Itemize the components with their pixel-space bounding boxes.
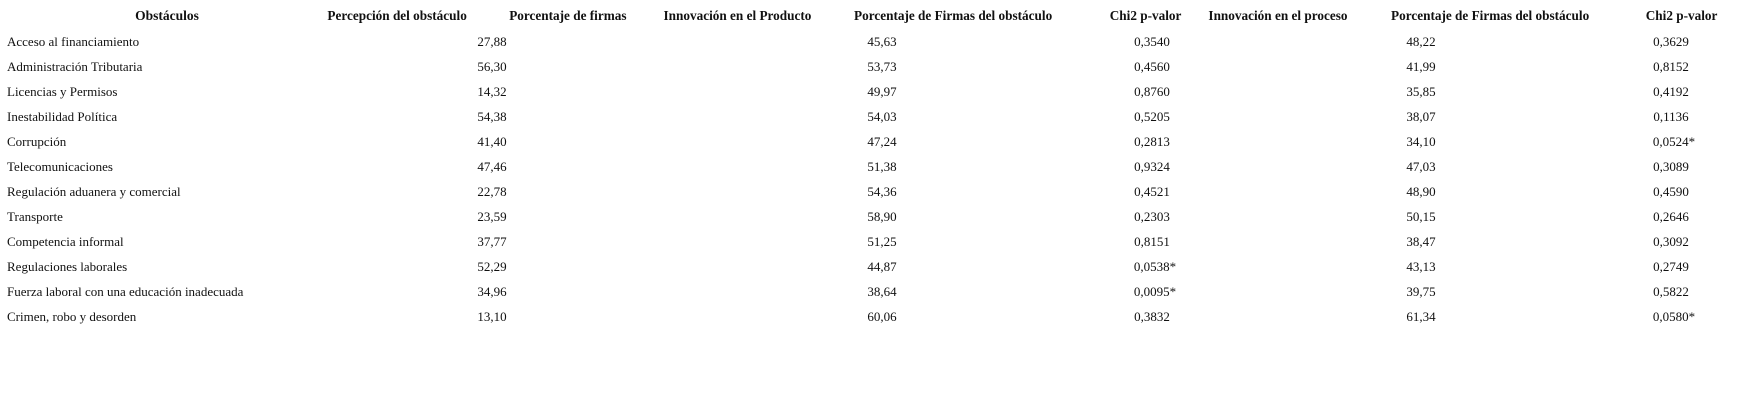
table-cell: 0,9324 (1134, 159, 1170, 174)
table-cell: 56,30 (477, 59, 507, 74)
table-cell: 54,03 (867, 109, 897, 124)
obstacle-name: Crimen, robo y desorden (7, 309, 137, 324)
table-cell: 53,73 (867, 59, 897, 74)
table-cell: 0,0524* (1652, 134, 1696, 149)
table-cell: 0,4590 (1653, 184, 1689, 199)
obstacle-name: Transporte (7, 209, 63, 224)
table-cell: 0,3540 (1134, 34, 1170, 49)
table-cell: 38,64 (867, 284, 897, 299)
column-header: Innovación en el Producto (663, 8, 812, 23)
table-cell: 45,63 (867, 34, 897, 49)
table-cell: 47,24 (867, 134, 897, 149)
table-cell: 0,0580* (1652, 309, 1696, 324)
table-cell: 0,5822 (1653, 284, 1689, 299)
obstacle-name: Competencia informal (7, 234, 124, 249)
table-cell: 23,59 (477, 209, 507, 224)
table-cell: 0,8151 (1134, 234, 1170, 249)
table-cell: 0,0538* (1133, 259, 1177, 274)
table-cell: 0,5205 (1134, 109, 1170, 124)
table-cell: 48,90 (1406, 184, 1436, 199)
table-cell: 35,85 (1406, 84, 1436, 99)
obstacle-name: Administración Tributaria (7, 59, 143, 74)
table-cell: 0,2303 (1134, 209, 1170, 224)
table-cell: 48,22 (1406, 34, 1436, 49)
table-cell: 0,1136 (1653, 109, 1689, 124)
table-cell: 0,2813 (1134, 134, 1170, 149)
table-cell: 41,99 (1406, 59, 1436, 74)
column-header: Obstáculos (135, 8, 199, 23)
table-cell: 50,15 (1406, 209, 1436, 224)
table-cell: 0,4192 (1653, 84, 1689, 99)
table-cell: 54,38 (477, 109, 507, 124)
table-cell: 51,25 (867, 234, 897, 249)
obstacle-name: Telecomunicaciones (7, 159, 113, 174)
table-cell: 34,96 (477, 284, 507, 299)
table-cell: 0,0095* (1133, 284, 1177, 299)
table-cell: 0,4521 (1134, 184, 1170, 199)
table-cell: 0,2646 (1653, 209, 1689, 224)
table-cell: 0,3092 (1653, 234, 1689, 249)
column-header: Chi2 p-valor (1109, 8, 1182, 23)
table-cell: 43,13 (1406, 259, 1436, 274)
obstacle-name: Acceso al financiamiento (7, 34, 140, 49)
table-cell: 22,78 (477, 184, 507, 199)
table-cell: 34,10 (1406, 134, 1436, 149)
table-cell: 54,36 (867, 184, 897, 199)
table-cell: 0,2749 (1653, 259, 1689, 274)
obstacle-name: Inestabilidad Política (7, 109, 118, 124)
obstacle-name: Licencias y Permisos (7, 84, 118, 99)
table-cell: 13,10 (477, 309, 507, 324)
table-cell: 49,97 (867, 84, 897, 99)
obstacle-name: Corrupción (7, 134, 67, 149)
table-cell: 38,07 (1406, 109, 1436, 124)
table-cell: 60,06 (867, 309, 897, 324)
table-cell: 14,32 (477, 84, 507, 99)
column-header: Porcentaje de Firmas del obstáculo (854, 8, 1053, 23)
column-header: Innovación en el proceso (1208, 8, 1348, 23)
table-cell: 0,3089 (1653, 159, 1689, 174)
table-cell: 0,4560 (1134, 59, 1170, 74)
column-header: Chi2 p-valor (1645, 8, 1718, 23)
table-cell: 47,46 (477, 159, 507, 174)
table-cell: 0,3629 (1653, 34, 1689, 49)
obstacle-name: Regulación aduanera y comercial (7, 184, 181, 199)
column-header: Porcentaje de Firmas del obstáculo (1391, 8, 1590, 23)
table-cell: 27,88 (477, 34, 507, 49)
table-cell: 58,90 (867, 209, 897, 224)
table-cell: 51,38 (867, 159, 897, 174)
table-cell: 41,40 (477, 134, 507, 149)
table-cell: 44,87 (867, 259, 897, 274)
table-cell: 0,8152 (1653, 59, 1689, 74)
table-cell: 0,3832 (1134, 309, 1170, 324)
column-header: Porcentaje de firmas (509, 8, 627, 23)
table-cell: 0,8760 (1134, 84, 1170, 99)
table-cell: 61,34 (1406, 309, 1436, 324)
table-cell: 37,77 (477, 234, 507, 249)
table-cell: 38,47 (1406, 234, 1436, 249)
table-cell: 52,29 (477, 259, 507, 274)
obstacle-name: Fuerza laboral con una educación inadecu… (7, 284, 244, 299)
table-cell: 39,75 (1406, 284, 1436, 299)
obstacle-name: Regulaciones laborales (7, 259, 128, 274)
column-header: Percepción del obstáculo (327, 8, 467, 23)
table-cell: 47,03 (1406, 159, 1436, 174)
